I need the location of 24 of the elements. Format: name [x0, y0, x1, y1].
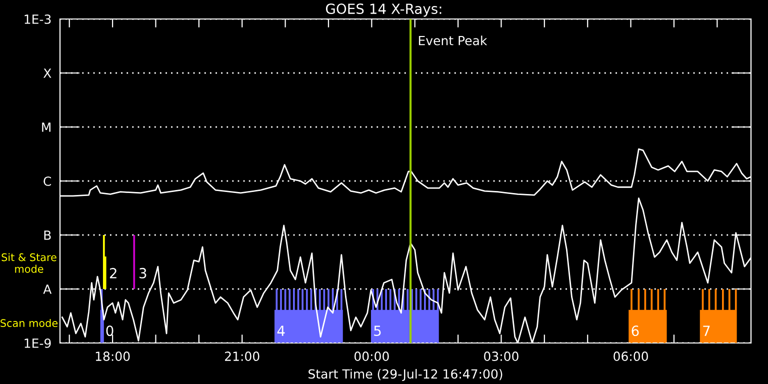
annotation: 0 — [106, 326, 114, 336]
text: Sit & Stare mode — [2, 253, 56, 273]
chart-title: GOES 14 X-Rays: — [326, 4, 442, 17]
y-tick-label: 1E-9 — [24, 338, 51, 348]
x-tick-label: 03:00 — [484, 352, 518, 362]
y-tick-label: A — [43, 284, 52, 294]
annotation: 4 — [277, 326, 285, 336]
x-axis-title: Start Time (29-Jul-12 16:47:00) — [308, 368, 502, 381]
annotation: 3 — [140, 268, 146, 278]
y-tick-label: C — [44, 176, 51, 186]
x-tick-label: 18:00 — [96, 352, 130, 362]
ref-line-label: Event Peak — [418, 36, 488, 46]
y-tick-label: X — [43, 68, 52, 78]
x-tick-label: 00:00 — [354, 352, 389, 362]
annotation: 7 — [703, 326, 710, 336]
annotation: 2 — [110, 268, 116, 278]
y-tick-label: 1E-3 — [24, 14, 51, 24]
y-tick-label: B — [44, 230, 51, 240]
x-tick-label: 21:00 — [225, 352, 260, 362]
annotation: 6 — [632, 326, 639, 336]
text: Scan mode — [0, 318, 58, 328]
annotation: 5 — [374, 326, 381, 336]
x-tick-label: 06:00 — [614, 352, 648, 362]
y-tick-label: M — [42, 122, 50, 132]
